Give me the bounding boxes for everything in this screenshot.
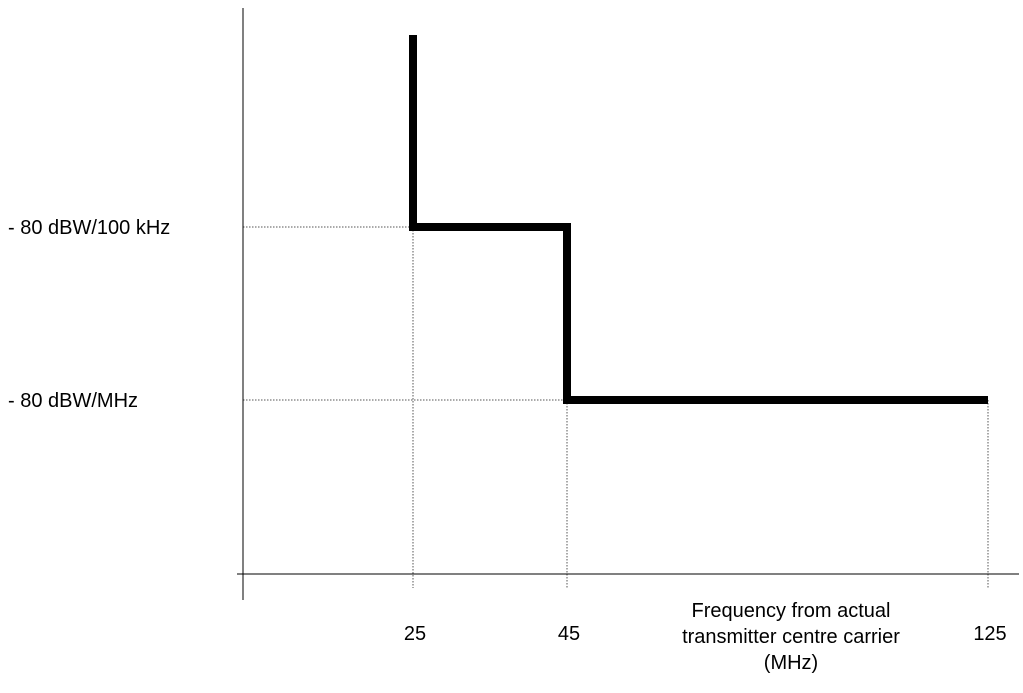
y-tick-label-low: - 80 dBW/MHz — [8, 390, 138, 412]
x-axis-title-line-3: (MHz) — [764, 652, 818, 674]
x-axis-title-line-2: transmitter centre carrier — [682, 626, 900, 648]
x-axis-title-line-1: Frequency from actual — [692, 600, 891, 622]
series — [409, 35, 988, 404]
x-tick-label-45: 45 — [558, 623, 580, 645]
guide-lines — [243, 226, 989, 588]
y-tick-label-high: - 80 dBW/100 kHz — [8, 217, 170, 239]
labels: - 80 dBW/100 kHz - 80 dBW/MHz 25 45 125 Frequ… — [8, 217, 1007, 674]
axes — [237, 8, 1019, 600]
series-line — [409, 35, 988, 404]
x-tick-label-125: 125 — [973, 623, 1006, 645]
x-tick-label-25: 25 — [404, 623, 426, 645]
